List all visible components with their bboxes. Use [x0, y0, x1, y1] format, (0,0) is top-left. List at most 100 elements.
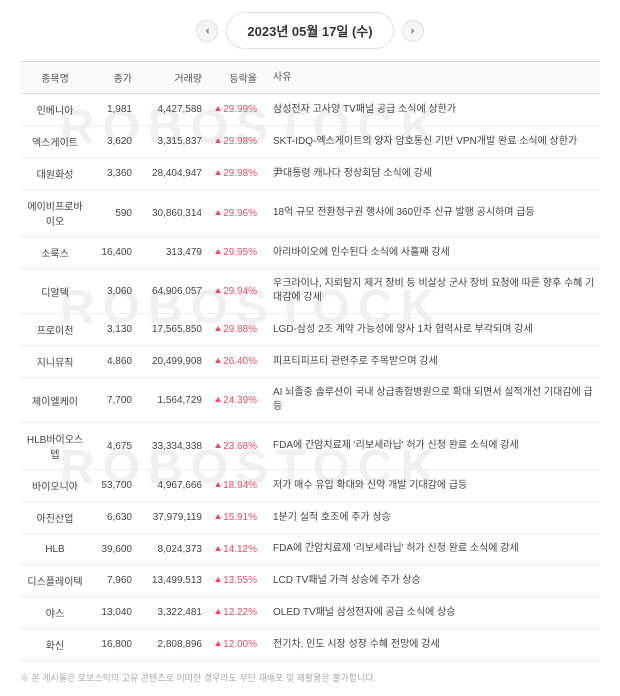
- footnote: ※ 본 게시물은 로보스탁의 고유 콘텐츠로 어떠한 경우라도 무단 재배포 및…: [20, 671, 600, 684]
- cell-price: 4,675: [90, 423, 140, 470]
- table-row: 엑스게이트3,6203,315,83729.98%SKT-IDQ-엑스게이트의 …: [20, 126, 600, 158]
- cell-volume: 20,499,908: [140, 346, 210, 378]
- main-container: 2023년 05월 17일 (수) 종목명 종가 거래량 등락율 사유 인베니아…: [0, 0, 620, 696]
- date-label: 2023년 05월 17일 (수): [226, 12, 393, 49]
- cell-volume: 28,404,947: [140, 158, 210, 190]
- cell-name: HLB바이오스텝: [20, 423, 90, 470]
- cell-change: 29.88%: [210, 314, 265, 346]
- table-row: 에이비프로바이오59030,860,31429.96%18억 규모 전환청구권 …: [20, 190, 600, 237]
- table-row: 인베니아1,9814,427,58829.99%삼성전자 고사양 TV패널 공급…: [20, 94, 600, 126]
- cell-volume: 64,906,057: [140, 269, 210, 314]
- up-arrow-icon: [215, 288, 221, 293]
- cell-change: 18.94%: [210, 470, 265, 502]
- cell-price: 3,620: [90, 126, 140, 158]
- cell-name: 아진산업: [20, 502, 90, 534]
- cell-change: 29.98%: [210, 158, 265, 190]
- cell-volume: 33,334,338: [140, 423, 210, 470]
- header-change: 등락율: [210, 62, 265, 94]
- table-row: HLB바이오스텝4,67533,334,33823.68%FDA에 간암치료제 …: [20, 423, 600, 470]
- table-row: 화신16,8002,808,89612.00%전기차, 인도 시장 성장 수혜 …: [20, 629, 600, 661]
- table-row: 프로이천3,13017,565,85029.88%LGD-삼성 2조 계약 가능…: [20, 314, 600, 346]
- table-row: 소룩스16,400313,47929.95%아리바이오에 인수된다 소식에 사흘…: [20, 237, 600, 269]
- cell-name: 디스플레이텍: [20, 565, 90, 597]
- cell-change: 29.94%: [210, 269, 265, 314]
- up-arrow-icon: [215, 514, 221, 519]
- cell-price: 53,700: [90, 470, 140, 502]
- up-arrow-icon: [215, 358, 221, 363]
- up-arrow-icon: [215, 106, 221, 111]
- cell-change: 23.68%: [210, 423, 265, 470]
- table-row: 디스플레이텍7,96013,499,51313.55%LCD TV패널 가격 상…: [20, 565, 600, 597]
- cell-change: 14.12%: [210, 534, 265, 565]
- table-row: 바이오니아53,7004,967,66618.94%저가 매수 유입 확대와 신…: [20, 470, 600, 502]
- cell-name: 화신: [20, 629, 90, 661]
- cell-volume: 17,565,850: [140, 314, 210, 346]
- cell-volume: 4,427,588: [140, 94, 210, 126]
- chevron-left-icon: [203, 27, 211, 35]
- next-date-button[interactable]: [402, 20, 424, 42]
- cell-reason: LGD-삼성 2조 계약 가능성에 양사 1차 협력사로 부각되며 강세: [265, 314, 600, 346]
- cell-name: 디알텍: [20, 269, 90, 314]
- date-text: 2023년 05월 17일 (수): [247, 21, 372, 40]
- cell-reason: FDA에 간암치료제 '리보세라닙' 허가 신청 완료 소식에 강세: [265, 423, 600, 470]
- cell-volume: 30,860,314: [140, 190, 210, 237]
- cell-reason: 18억 규모 전환청구권 행사에 360만주 신규 발행 공시하며 급등: [265, 190, 600, 237]
- cell-change: 12.00%: [210, 629, 265, 661]
- cell-name: 인베니아: [20, 94, 90, 126]
- cell-reason: 아리바이오에 인수된다 소식에 사흘째 강세: [265, 237, 600, 269]
- cell-volume: 2,808,896: [140, 629, 210, 661]
- cell-reason: SKT-IDQ-엑스게이트의 양자 암호통신 기반 VPN개발 완료 소식에 상…: [265, 126, 600, 158]
- table-row: 지니뮤직4,86020,499,90826.40%피프티피프티 관련주로 주목받…: [20, 346, 600, 378]
- up-arrow-icon: [215, 138, 221, 143]
- cell-reason: OLED TV패널 삼성전자에 공급 소식에 상승: [265, 597, 600, 629]
- header-reason: 사유: [265, 62, 600, 94]
- cell-price: 13,040: [90, 597, 140, 629]
- cell-change: 29.99%: [210, 94, 265, 126]
- cell-name: 대원화성: [20, 158, 90, 190]
- cell-reason: 전기차, 인도 시장 성장 수혜 전망에 강세: [265, 629, 600, 661]
- cell-volume: 1,564,729: [140, 378, 210, 423]
- cell-reason: 1분기 실적 호조에 주가 상승: [265, 502, 600, 534]
- cell-reason: 저가 매수 유입 확대와 신약 개발 기대감에 급등: [265, 470, 600, 502]
- cell-name: 소룩스: [20, 237, 90, 269]
- header-volume: 거래량: [140, 62, 210, 94]
- cell-price: 3,060: [90, 269, 140, 314]
- chevron-right-icon: [409, 27, 417, 35]
- cell-reason: FDA에 간암치료제 '리보세라닙' 허가 신청 완료 소식에 강세: [265, 534, 600, 565]
- cell-volume: 37,979,119: [140, 502, 210, 534]
- up-arrow-icon: [215, 170, 221, 175]
- header-name: 종목명: [20, 62, 90, 94]
- cell-change: 29.95%: [210, 237, 265, 269]
- up-arrow-icon: [215, 482, 221, 487]
- cell-change: 15.91%: [210, 502, 265, 534]
- up-arrow-icon: [215, 641, 221, 646]
- cell-name: 제이엘케이: [20, 378, 90, 423]
- cell-volume: 8,024,373: [140, 534, 210, 565]
- prev-date-button[interactable]: [196, 20, 218, 42]
- cell-volume: 313,479: [140, 237, 210, 269]
- table-row: 대원화성3,36028,404,94729.98%尹대통령 캐나다 정상회담 소…: [20, 158, 600, 190]
- table-row: 제이엘케이7,7001,564,72924.39%AI 뇌졸중 솔루션이 국내 …: [20, 378, 600, 423]
- cell-name: 엑스게이트: [20, 126, 90, 158]
- header-price: 종가: [90, 62, 140, 94]
- cell-price: 16,400: [90, 237, 140, 269]
- up-arrow-icon: [215, 443, 221, 448]
- cell-volume: 13,499,513: [140, 565, 210, 597]
- cell-change: 29.96%: [210, 190, 265, 237]
- cell-name: 에이비프로바이오: [20, 190, 90, 237]
- cell-change: 29.98%: [210, 126, 265, 158]
- cell-name: 바이오니아: [20, 470, 90, 502]
- cell-name: 야스: [20, 597, 90, 629]
- up-arrow-icon: [215, 577, 221, 582]
- table-row: HLB39,6008,024,37314.12%FDA에 간암치료제 '리보세라…: [20, 534, 600, 565]
- cell-price: 4,860: [90, 346, 140, 378]
- cell-reason: 삼성전자 고사양 TV패널 공급 소식에 상한가: [265, 94, 600, 126]
- cell-price: 16,800: [90, 629, 140, 661]
- table-row: 야스13,0403,322,48112.22%OLED TV패널 삼성전자에 공…: [20, 597, 600, 629]
- table-row: 디알텍3,06064,906,05729.94%우크라이나, 지뢰탐지 제거 장…: [20, 269, 600, 314]
- cell-price: 7,960: [90, 565, 140, 597]
- date-navigation: 2023년 05월 17일 (수): [20, 12, 600, 49]
- cell-volume: 4,967,666: [140, 470, 210, 502]
- cell-reason: 피프티피프티 관련주로 주목받으며 강세: [265, 346, 600, 378]
- cell-change: 26.40%: [210, 346, 265, 378]
